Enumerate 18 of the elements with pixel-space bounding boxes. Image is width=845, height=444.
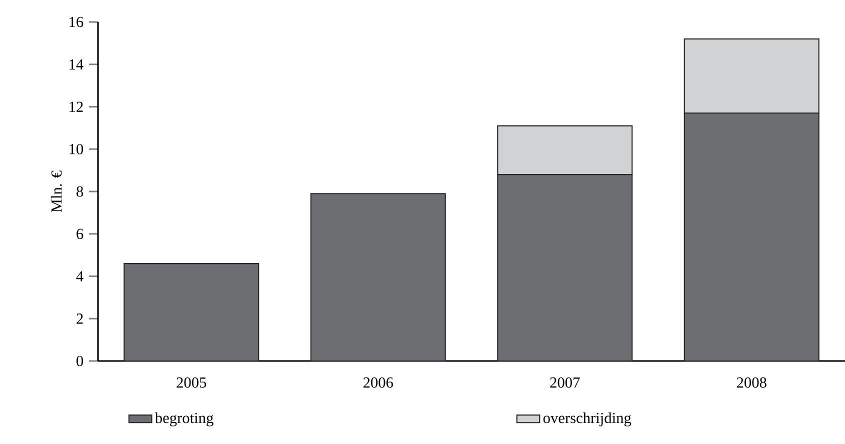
y-tick-label: 8 [76, 186, 84, 197]
y-tick-label: 10 [70, 144, 84, 154]
legend-label: begroting [154, 412, 214, 426]
y-tick-label: 6 [76, 228, 84, 240]
y-tick-label: 16 [70, 16, 84, 28]
x-tick-label: 2005 [176, 377, 206, 388]
bar [124, 263, 260, 362]
x-tick-label: 2006 [363, 377, 394, 388]
y-axis-title: Mln. € [50, 170, 62, 212]
y-tick-label: 4 [76, 271, 84, 282]
y-tick-label: 12 [70, 102, 83, 112]
y-tick-label: 2 [76, 314, 83, 324]
y-tick-label: 0 [76, 356, 84, 366]
legend-label: overschrijding [543, 412, 632, 426]
bar [310, 193, 446, 362]
x-tick-label: 2007 [550, 377, 580, 388]
x-tick-label: 2008 [736, 377, 766, 388]
y-tick-label: 14 [70, 59, 84, 70]
